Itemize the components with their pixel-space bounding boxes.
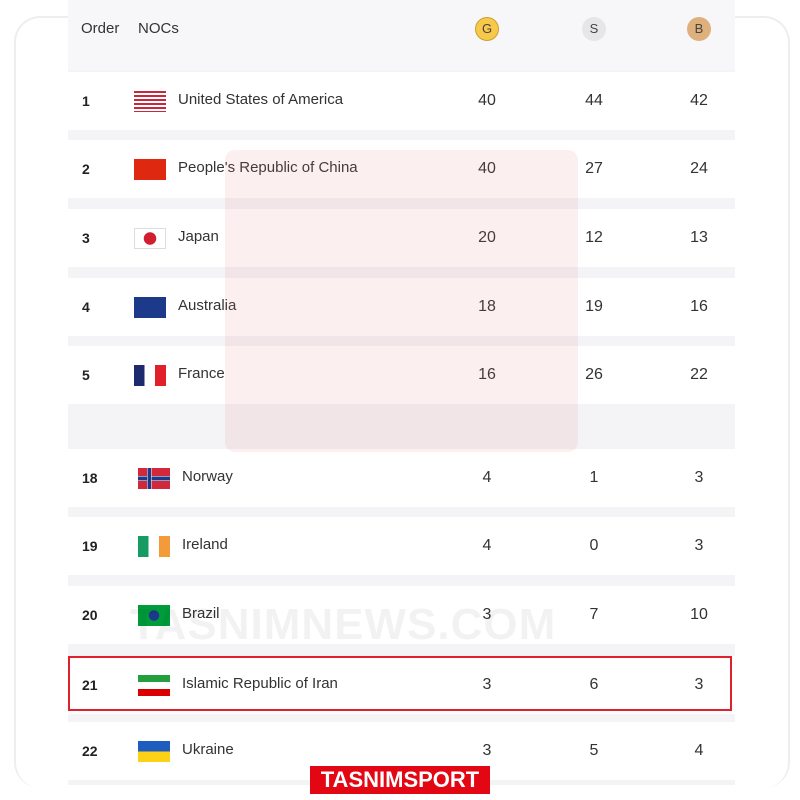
gold-count: 16 [478, 366, 496, 383]
country-name[interactable]: United States of America [178, 91, 344, 108]
silver-count: 12 [585, 229, 603, 246]
header-nocs[interactable]: NOCs [138, 20, 179, 37]
country-name[interactable]: Norway [182, 468, 233, 485]
table-row[interactable]: 19 Ireland 4 0 3 [68, 517, 735, 575]
table-row[interactable]: 2 People's Republic of China 40 27 24 [68, 140, 735, 198]
country-name[interactable]: Brazil [182, 605, 220, 622]
country-name[interactable]: France [178, 365, 225, 382]
rank: 4 [82, 299, 90, 315]
silver-count: 7 [589, 606, 599, 623]
bronze-count: 42 [690, 92, 708, 109]
gold-count: 3 [482, 742, 492, 759]
norway-flag-icon [138, 468, 170, 489]
rank: 18 [82, 470, 98, 486]
gold-count: 3 [482, 606, 492, 623]
country-name[interactable]: People's Republic of China [178, 159, 358, 176]
country-name[interactable]: Islamic Republic of Iran [182, 675, 338, 692]
table-header: Order NOCs G S B [68, 0, 735, 70]
australia-flag-icon [134, 297, 166, 318]
table-row[interactable]: 22 Ukraine 3 5 4 [68, 722, 735, 780]
table-row[interactable]: 1 United States of America 40 44 42 [68, 72, 735, 130]
japan-flag-icon [134, 228, 166, 249]
gold-count: 4 [482, 469, 492, 486]
table-row[interactable]: 18 Norway 4 1 3 [68, 449, 735, 507]
brazil-flag-icon [138, 605, 170, 626]
gold-count: 4 [482, 537, 492, 554]
rank: 21 [82, 677, 98, 693]
rank: 2 [82, 161, 90, 177]
table-row[interactable]: 21 Islamic Republic of Iran 3 6 3 [68, 656, 735, 714]
rank: 5 [82, 367, 90, 383]
header-order[interactable]: Order [81, 20, 120, 37]
country-name[interactable]: Ukraine [182, 741, 234, 758]
country-name[interactable]: Ireland [182, 536, 228, 553]
table-row[interactable]: 3 Japan 20 12 13 [68, 209, 735, 267]
table-row[interactable]: 5 France 16 26 22 [68, 346, 735, 404]
ukraine-flag-icon [138, 741, 170, 762]
silver-count: 26 [585, 366, 603, 383]
silver-count: 6 [589, 676, 599, 693]
china-flag-icon [134, 159, 166, 180]
country-name[interactable]: Japan [178, 228, 219, 245]
bronze-count: 3 [694, 537, 704, 554]
bronze-count: 3 [694, 676, 704, 693]
gold-count: 40 [478, 92, 496, 109]
france-flag-icon [134, 365, 166, 386]
bronze-count: 16 [690, 298, 708, 315]
watermark-text: TASNIMNEWS.COM [130, 600, 557, 649]
rank: 3 [82, 230, 90, 246]
silver-count: 27 [585, 160, 603, 177]
gold-count: 20 [478, 229, 496, 246]
highlight-box [68, 656, 732, 711]
ireland-flag-icon [138, 536, 170, 557]
bronze-count: 3 [694, 469, 704, 486]
silver-count: 19 [585, 298, 603, 315]
silver-count: 44 [585, 92, 603, 109]
gold-medal-icon[interactable]: G [475, 17, 499, 41]
silver-count: 0 [589, 537, 599, 554]
gold-count: 18 [478, 298, 496, 315]
bronze-medal-icon[interactable]: B [687, 17, 711, 41]
rank: 22 [82, 743, 98, 759]
medal-table: Order NOCs G S B 1 United States of Amer… [68, 0, 735, 785]
table-row[interactable]: 4 Australia 18 19 16 [68, 278, 735, 336]
iran-flag-icon [138, 675, 170, 696]
bronze-count: 22 [690, 366, 708, 383]
silver-count: 1 [589, 469, 599, 486]
usa-flag-icon [134, 91, 166, 112]
rank: 1 [82, 93, 90, 109]
rank: 20 [82, 607, 98, 623]
gold-count: 40 [478, 160, 496, 177]
bronze-count: 4 [694, 742, 704, 759]
table-row[interactable]: 20 Brazil 3 7 10 [68, 586, 735, 644]
silver-count: 5 [589, 742, 599, 759]
silver-medal-icon[interactable]: S [582, 17, 606, 41]
watermark-logo [225, 150, 578, 452]
bronze-count: 10 [690, 606, 708, 623]
gold-count: 3 [482, 676, 492, 693]
tasnimsport-badge: TASNIMSPORT [310, 766, 490, 794]
bronze-count: 13 [690, 229, 708, 246]
country-name[interactable]: Australia [178, 297, 237, 314]
rank: 19 [82, 538, 98, 554]
bronze-count: 24 [690, 160, 708, 177]
